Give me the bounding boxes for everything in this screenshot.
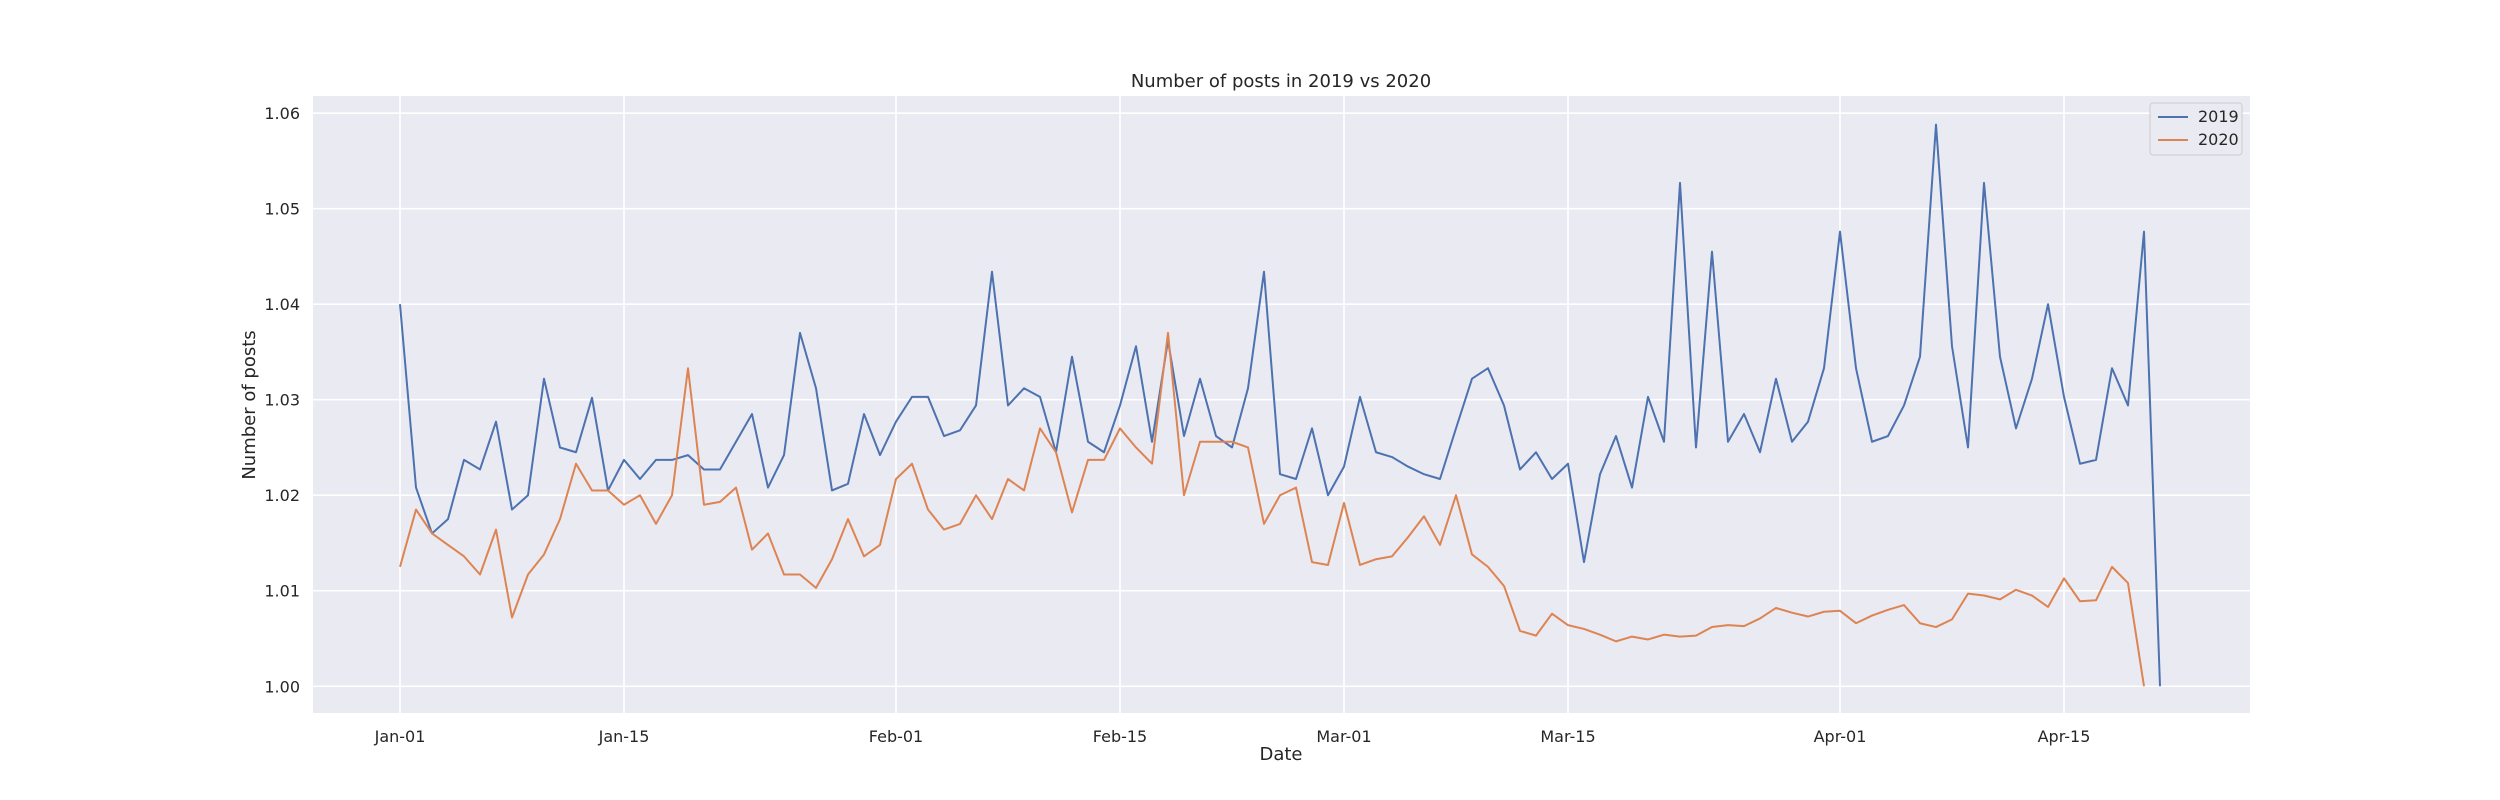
y-axis-label: Number of posts (239, 330, 260, 479)
y-tick-label: 1.03 (264, 391, 300, 410)
x-tick-label: Feb-01 (869, 727, 923, 746)
y-tick-label: 1.02 (264, 486, 300, 505)
chart-title: Number of posts in 2019 vs 2020 (1131, 71, 1431, 92)
y-gridlines (313, 112, 2250, 688)
plot-background (313, 96, 2250, 713)
legend: 2019 2020 (2149, 102, 2243, 156)
x-tick-label: Apr-01 (1814, 727, 1867, 746)
series-line-2020 (399, 331, 2145, 687)
x-tick-labels: Jan-01 Jan-15 Feb-01 Feb-15 Mar-01 Mar-15 Apr-… (374, 727, 2091, 746)
x-tick-label: Mar-15 (1540, 727, 1595, 746)
x-tick-label: Feb-15 (1093, 727, 1147, 746)
x-tick-label: Mar-01 (1316, 727, 1371, 746)
x-tick-label: Jan-15 (598, 727, 650, 746)
series-lines (399, 123, 2161, 687)
x-gridlines (399, 96, 2065, 713)
y-tick-label: 1.00 (264, 677, 300, 696)
x-tick-label: Jan-01 (374, 727, 426, 746)
y-tick-label: 1.04 (264, 295, 300, 314)
x-axis-label: Date (1259, 744, 1302, 765)
y-tick-label: 1.06 (264, 104, 300, 123)
x-tick-label: Apr-15 (2038, 727, 2091, 746)
legend-label-2020: 2020 (2198, 130, 2239, 149)
series-line-2019 (399, 123, 2161, 687)
legend-label-2019: 2019 (2198, 107, 2239, 126)
y-tick-label: 1.05 (264, 200, 300, 219)
y-tick-labels: 1.00 1.01 1.02 1.03 1.04 1.05 1.06 (264, 104, 300, 696)
y-tick-label: 1.01 (264, 582, 300, 601)
